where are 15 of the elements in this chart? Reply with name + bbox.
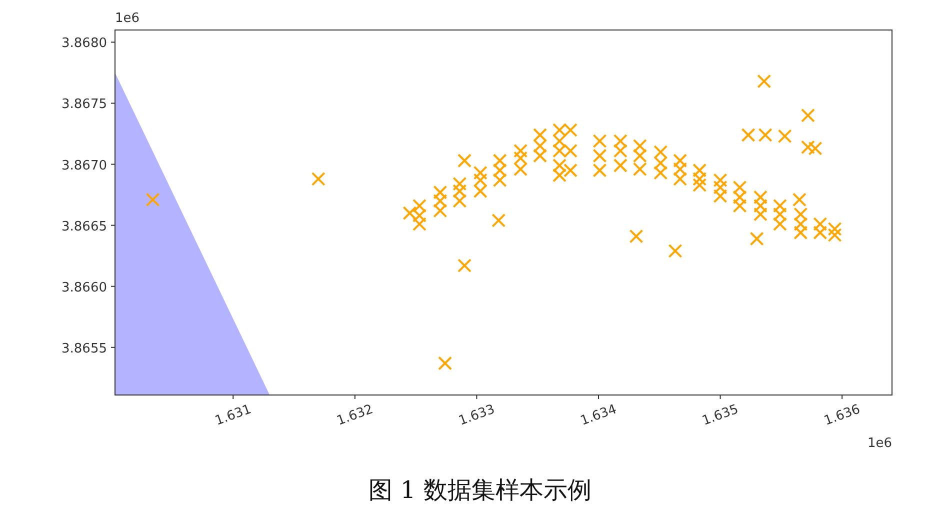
text: 1e6	[867, 436, 892, 451]
x-tick-label: 1.632	[335, 402, 376, 429]
y-tick-label: 3.8665	[62, 219, 107, 234]
x-tick-label: 1.635	[700, 402, 741, 429]
y-tick-label: 3.8670	[62, 158, 107, 174]
x-tick-label: 1.636	[822, 402, 862, 429]
y-tick-label: 3.8655	[62, 341, 107, 356]
y-tick-label: 3.8680	[62, 36, 107, 52]
text: 图 1 数据集样本示例	[368, 476, 592, 504]
x-tick-label: 1.633	[456, 402, 497, 429]
text: 1e6	[115, 11, 140, 26]
x-tick-label: 1.631	[213, 402, 254, 429]
y-tick-label: 3.8675	[62, 97, 107, 112]
x-tick-label: 1.634	[578, 402, 619, 429]
y-tick-label: 3.8660	[62, 280, 107, 296]
